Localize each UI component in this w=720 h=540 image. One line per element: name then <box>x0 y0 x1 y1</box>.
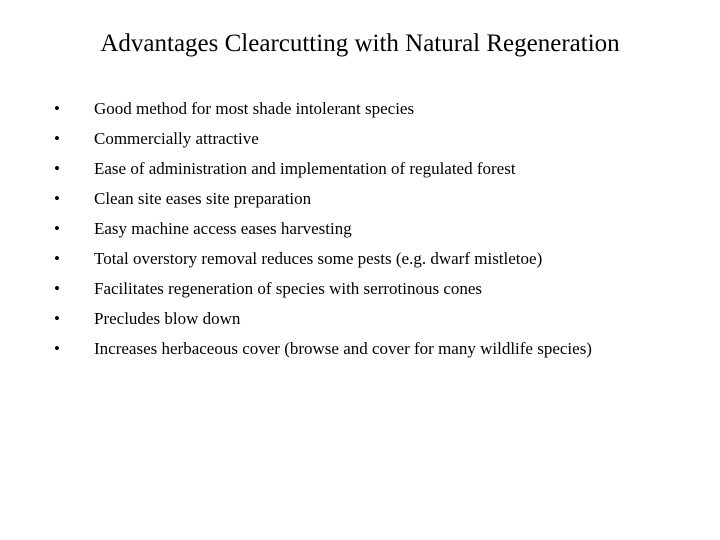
bullet-icon: • <box>50 128 94 151</box>
advantages-list: • Good method for most shade intolerant … <box>40 98 680 360</box>
bullet-icon: • <box>50 338 94 361</box>
list-item: • Precludes blow down <box>50 308 680 331</box>
list-item-text: Clean site eases site preparation <box>94 188 680 211</box>
bullet-icon: • <box>50 98 94 121</box>
bullet-icon: • <box>50 308 94 331</box>
list-item-text: Increases herbaceous cover (browse and c… <box>94 338 680 361</box>
list-item: • Commercially attractive <box>50 128 680 151</box>
list-item-text: Ease of administration and implementatio… <box>94 158 680 181</box>
list-item-text: Easy machine access eases harvesting <box>94 218 680 241</box>
bullet-icon: • <box>50 218 94 241</box>
list-item: • Increases herbaceous cover (browse and… <box>50 338 680 361</box>
list-item: • Clean site eases site preparation <box>50 188 680 211</box>
bullet-icon: • <box>50 278 94 301</box>
list-item-text: Commercially attractive <box>94 128 680 151</box>
bullet-icon: • <box>50 158 94 181</box>
list-item: • Ease of administration and implementat… <box>50 158 680 181</box>
bullet-icon: • <box>50 248 94 271</box>
list-item-text: Facilitates regeneration of species with… <box>94 278 680 301</box>
bullet-icon: • <box>50 188 94 211</box>
list-item-text: Good method for most shade intolerant sp… <box>94 98 680 121</box>
list-item: • Good method for most shade intolerant … <box>50 98 680 121</box>
list-item: • Total overstory removal reduces some p… <box>50 248 680 271</box>
list-item-text: Total overstory removal reduces some pes… <box>94 248 680 271</box>
list-item-text: Precludes blow down <box>94 308 680 331</box>
list-item: • Easy machine access eases harvesting <box>50 218 680 241</box>
slide-title: Advantages Clearcutting with Natural Reg… <box>60 30 660 58</box>
list-item: • Facilitates regeneration of species wi… <box>50 278 680 301</box>
